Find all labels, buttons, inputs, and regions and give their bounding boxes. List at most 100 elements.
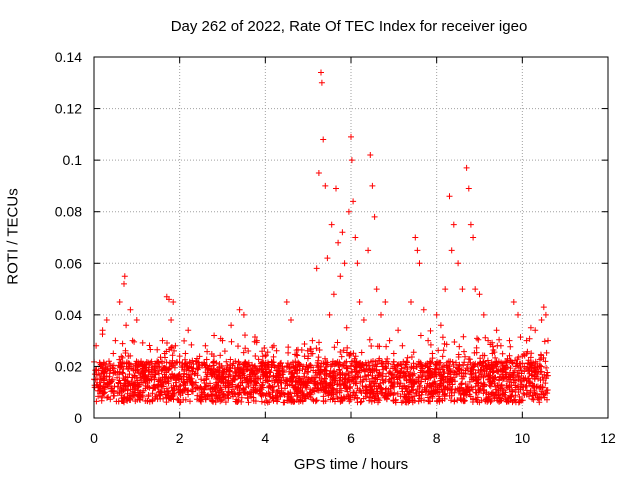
noise-point (447, 368, 454, 375)
noise-point (537, 369, 544, 376)
noise-point (194, 384, 201, 391)
data-point (367, 152, 374, 158)
noise-point (242, 377, 249, 384)
noise-point (222, 374, 229, 381)
noise-point (292, 367, 299, 374)
noise-point (505, 398, 512, 405)
noise-point (152, 395, 159, 402)
data-point (382, 299, 389, 305)
noise-point (327, 368, 334, 374)
noise-point (171, 347, 177, 354)
data-point (502, 358, 509, 365)
noise-point (142, 364, 149, 371)
data-point (348, 157, 355, 164)
noise-point (383, 343, 390, 350)
noise-point (483, 363, 490, 370)
noise-point (181, 337, 188, 344)
noise-point (422, 376, 429, 382)
data-point (448, 247, 455, 254)
data-point (328, 221, 335, 228)
data-point (245, 348, 252, 354)
noise-point (361, 367, 368, 374)
data-point (131, 373, 138, 380)
noise-point (331, 344, 338, 351)
noise-point (480, 390, 487, 397)
data-point (465, 185, 472, 192)
noise-point (427, 341, 434, 348)
noise-point (232, 369, 239, 376)
noise-point (401, 364, 408, 371)
y-tick-label: 0.1 (63, 152, 83, 168)
noise-point (194, 372, 201, 379)
noise-point (357, 399, 364, 406)
noise-point (204, 348, 211, 355)
noise-point (502, 396, 509, 403)
noise-point (238, 394, 245, 401)
data-point (354, 260, 361, 267)
noise-point (421, 384, 428, 391)
data-point (386, 337, 393, 344)
data-point (133, 317, 140, 323)
data-point (146, 368, 153, 375)
noise-point (291, 390, 298, 397)
noise-point (382, 364, 389, 371)
noise-point (124, 374, 131, 381)
noise-point (394, 362, 401, 369)
data-point (236, 306, 243, 313)
data-point (352, 234, 359, 241)
noise-point (441, 393, 448, 400)
noise-point (208, 373, 215, 380)
noise-point (307, 346, 314, 353)
noise-point (473, 349, 480, 356)
noise-point (119, 369, 126, 376)
noise-point (392, 367, 399, 374)
data-point (425, 337, 432, 344)
noise-point (382, 386, 389, 393)
noise-point (543, 349, 550, 356)
noise-point (415, 378, 422, 385)
noise-point (481, 367, 488, 374)
noise-point (401, 373, 408, 380)
noise-point (352, 362, 359, 368)
noise-point (428, 359, 435, 366)
noise-point (295, 361, 302, 368)
noise-point (524, 364, 531, 370)
noise-point (170, 392, 177, 399)
noise-point (396, 374, 403, 381)
noise-point (237, 375, 244, 382)
noise-point (269, 394, 276, 401)
y-tick-label: 0.06 (55, 255, 82, 271)
noise-point (349, 360, 356, 366)
data-point (240, 311, 247, 318)
noise-point (408, 394, 415, 400)
noise-point (194, 365, 201, 372)
noise-point (122, 347, 129, 354)
noise-point (297, 398, 304, 404)
noise-point (189, 357, 196, 364)
noise-point (144, 383, 151, 390)
y-tick-label: 0.08 (55, 204, 82, 220)
data-point (463, 164, 470, 171)
noise-point (517, 334, 524, 341)
noise-point (146, 342, 153, 349)
noise-point (458, 381, 465, 388)
noise-point (260, 379, 266, 386)
noise-point (268, 358, 275, 365)
noise-point (316, 339, 322, 346)
noise-point (411, 380, 418, 387)
noise-point (159, 379, 166, 386)
noise-point (461, 398, 467, 405)
noise-point (343, 358, 350, 365)
data-point (395, 327, 402, 334)
noise-point (391, 372, 398, 379)
noise-point (399, 388, 406, 395)
data-point (123, 322, 130, 329)
data-point (399, 342, 406, 349)
noise-point (182, 356, 188, 363)
noise-point (213, 379, 220, 386)
noise-point (484, 396, 490, 403)
noise-point (263, 397, 270, 404)
noise-point (258, 398, 265, 405)
noise-point (517, 386, 524, 393)
y-tick-label: 0.14 (55, 49, 82, 65)
